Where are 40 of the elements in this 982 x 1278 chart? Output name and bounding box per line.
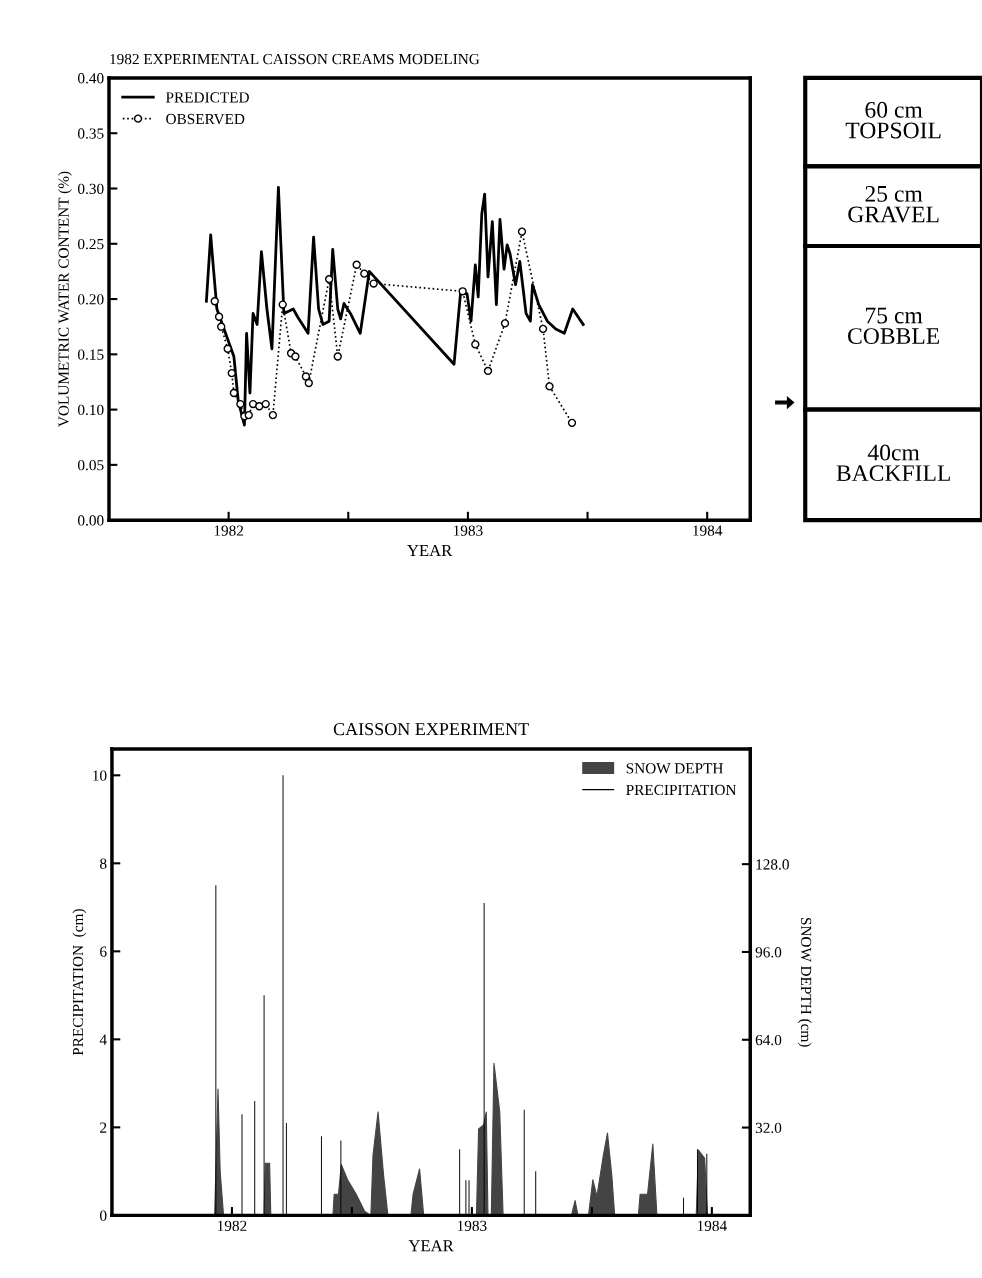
text: 75 cm COBBLE [848,307,940,344]
y-tick-label: 0.00 [77,515,104,526]
y2-tick-label: 128.0 [756,859,789,870]
y2-tick-label: 32.0 [755,1122,782,1134]
legend-label: OBSERVED [166,113,245,125]
y-tick-label: 10 [93,770,107,781]
text: 40cm BACKFILL [836,444,950,482]
legend-label: SNOW DEPTH [626,763,724,774]
x-axis-title: YEAR [408,1240,454,1252]
y-tick-label: 0 [100,1210,107,1221]
x-axis-title: YEAR [407,544,453,556]
y-tick-label: 8 [100,858,107,869]
x-tick-label: 1983 [453,525,483,536]
legend-label: PRECIPITATION [626,784,737,796]
y-tick-label: 2 [100,1122,107,1133]
chart-title: CAISSON EXPERIMENT [333,723,529,736]
y2-tick-label: 96.0 [755,947,782,958]
y-axis-title: PRECIPITATION (cm) [72,909,87,1056]
y-tick-label: 0.20 [77,294,104,305]
text: 60 cm TOPSOIL [845,101,941,139]
x-tick-label: 1983 [457,1220,487,1231]
x-tick-label: 1984 [693,525,723,536]
text: 25 cm GRAVEL [848,185,939,223]
y-tick-label: 0.15 [77,349,104,360]
y-tick-label: 0.05 [77,460,104,471]
chart-title: 1982 EXPERIMENTAL CAISSON CREAMS MODELING [110,53,480,65]
y2-axis-title: SNOW DEPTH (cm) [797,917,812,1047]
y-tick-label: 4 [99,1034,107,1045]
x-tick-label: 1982 [218,1220,247,1231]
y-axis-title: VOLUMETRIC WATER CONTENT (%) [57,171,72,427]
x-tick-label: 1984 [697,1220,727,1231]
y-tick-label: 0.25 [77,238,104,250]
y-tick-label: 0.30 [77,183,104,195]
y-tick-label: 0.35 [77,128,104,139]
y-tick-label: 6 [100,946,107,957]
x-tick-label: 1982 [214,525,244,536]
y-tick-label: 0.40 [77,73,104,84]
y-tick-label: 0.10 [77,404,104,416]
y2-tick-label: 64.0 [755,1034,782,1046]
legend-label: PREDICTED [165,92,249,103]
